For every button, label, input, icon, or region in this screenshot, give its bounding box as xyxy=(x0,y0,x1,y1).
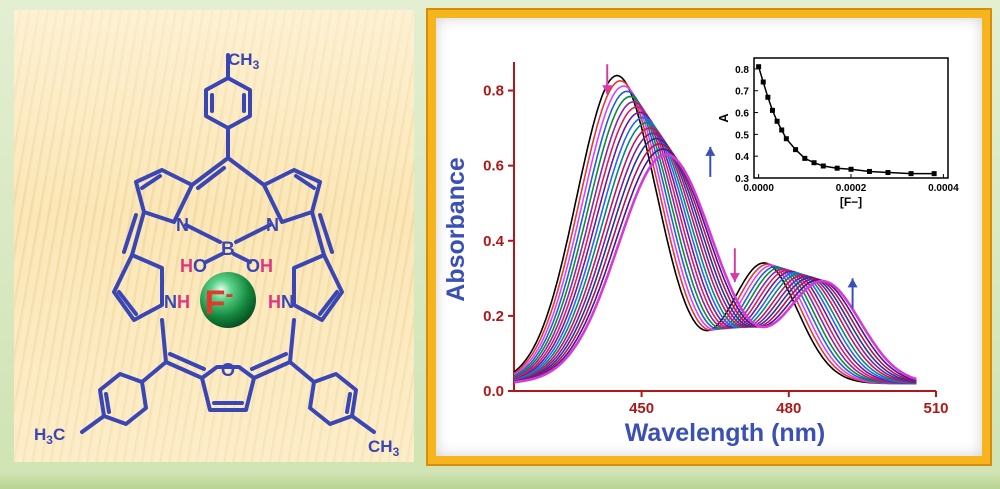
spectrum-16 xyxy=(513,153,917,384)
inset-point xyxy=(802,155,808,161)
main-y-tick-label: 0.4 xyxy=(483,233,505,250)
inset-x-axis-label: [F−] xyxy=(840,195,862,209)
spectrum-10 xyxy=(513,121,917,384)
inset-points xyxy=(756,64,937,177)
molecule-bonds xyxy=(80,53,376,434)
atom-n-left: N xyxy=(176,215,189,235)
inset-y-tick-label: 0.3 xyxy=(735,174,749,185)
inset-point xyxy=(779,127,785,133)
molecule-structure: F- CH3 H3C CH3 N N B HO OH NH HN O xyxy=(34,50,400,459)
methyl-bottom-left-label: H3C xyxy=(34,425,65,447)
spectrum-5 xyxy=(513,95,917,385)
inset-point xyxy=(760,79,766,85)
inset-x-tick-label: 0.0004 xyxy=(928,183,959,194)
inset-chart: 0.3 0.4 0.5 0.6 0.7 0.8 0.0000 0.0002 0.0004 [F−… xyxy=(716,57,959,209)
inset-point xyxy=(908,171,914,177)
spectrum-11 xyxy=(513,127,917,384)
inset-y-tick-label: 0.5 xyxy=(735,130,749,141)
inset-axes: 0.3 0.4 0.5 0.6 0.7 0.8 0.0000 0.0002 0.0004 xyxy=(735,57,959,194)
atom-furan-o: O xyxy=(221,360,235,380)
spectrum-13 xyxy=(513,137,917,383)
inset-point xyxy=(793,147,799,153)
inset-fit-line xyxy=(757,66,935,175)
fluoride-ion-sphere xyxy=(200,272,256,328)
methyl-top-label: CH3 xyxy=(228,50,260,72)
inset-point xyxy=(783,136,789,142)
spectrum-7 xyxy=(513,106,917,385)
atom-ho-left: HO xyxy=(180,256,207,276)
arrow-head-4 xyxy=(847,278,858,288)
inset-point xyxy=(885,170,891,176)
inset-y-tick-label: 0.6 xyxy=(735,109,749,120)
spectrum-12 xyxy=(513,132,917,384)
molecule-panel: F- CH3 H3C CH3 N N B HO OH NH HN O xyxy=(14,10,414,462)
spectrum-9 xyxy=(513,116,917,384)
main-x-tick-label: 510 xyxy=(923,400,948,417)
main-y-axis-label: Absorbance xyxy=(442,157,470,302)
uv-vis-titration-chart: 0.0 0.2 0.4 0.6 0.8 450 480 510 Wavelength (nm)… xyxy=(442,57,959,447)
main-arrows xyxy=(602,64,858,309)
inset-y-tick-label: 0.4 xyxy=(735,152,749,163)
inset-y-tick-label: 0.8 xyxy=(735,65,749,76)
arrow-head-1 xyxy=(602,85,613,95)
methyl-bottom-right-label: CH3 xyxy=(368,437,400,459)
atom-boron: B xyxy=(221,239,235,260)
main-x-tick-label: 480 xyxy=(776,400,801,417)
main-x-tick-label: 450 xyxy=(629,400,654,417)
inset-point xyxy=(820,163,826,169)
inset-frame xyxy=(753,57,949,179)
inset-point xyxy=(931,171,937,177)
inset-x-tick-label: 0.0000 xyxy=(743,183,774,194)
inset-point xyxy=(756,64,762,70)
atom-nh-left: NH xyxy=(164,292,190,312)
inset-x-tick-label: 0.0002 xyxy=(836,183,867,194)
atom-n-right: N xyxy=(266,215,279,235)
spectrum-15 xyxy=(513,148,917,383)
arrow-head-3 xyxy=(729,273,740,283)
main-y-tick-label: 0.0 xyxy=(483,383,504,400)
main-axes xyxy=(513,62,936,392)
main-x-axis-label: Wavelength (nm) xyxy=(625,419,825,447)
inset-point xyxy=(848,166,854,172)
main-y-tick-label: 0.2 xyxy=(483,308,504,325)
atom-hn-right: HN xyxy=(268,292,294,312)
inset-curve xyxy=(757,66,935,175)
main-spectra xyxy=(513,74,917,385)
inset-point xyxy=(765,94,771,100)
fluoride-ion-label: F- xyxy=(205,281,234,322)
main-ticks: 0.0 0.2 0.4 0.6 0.8 450 480 510 xyxy=(483,83,948,417)
arrow-head-2 xyxy=(705,146,716,156)
inset-point xyxy=(811,160,817,166)
inset-point xyxy=(866,168,872,174)
inset-y-axis-label: A xyxy=(716,113,731,123)
inset-point xyxy=(769,107,775,113)
spectrum-4 xyxy=(513,90,917,385)
spectrum-6 xyxy=(513,100,917,385)
atom-oh-right: OH xyxy=(246,256,273,276)
bottom-strip xyxy=(0,470,1000,489)
main-y-tick-label: 0.6 xyxy=(483,158,504,175)
inset-y-tick-label: 0.7 xyxy=(735,87,749,98)
spectrum-14 xyxy=(513,143,917,383)
spectrum-8 xyxy=(513,111,917,385)
inset-point xyxy=(774,118,780,124)
main-y-tick-label: 0.8 xyxy=(483,83,504,100)
inset-point xyxy=(834,165,840,171)
chart-panel: 0.0 0.2 0.4 0.6 0.8 450 480 510 Wavelength (nm)… xyxy=(436,18,982,456)
spectrum-3 xyxy=(513,85,917,385)
